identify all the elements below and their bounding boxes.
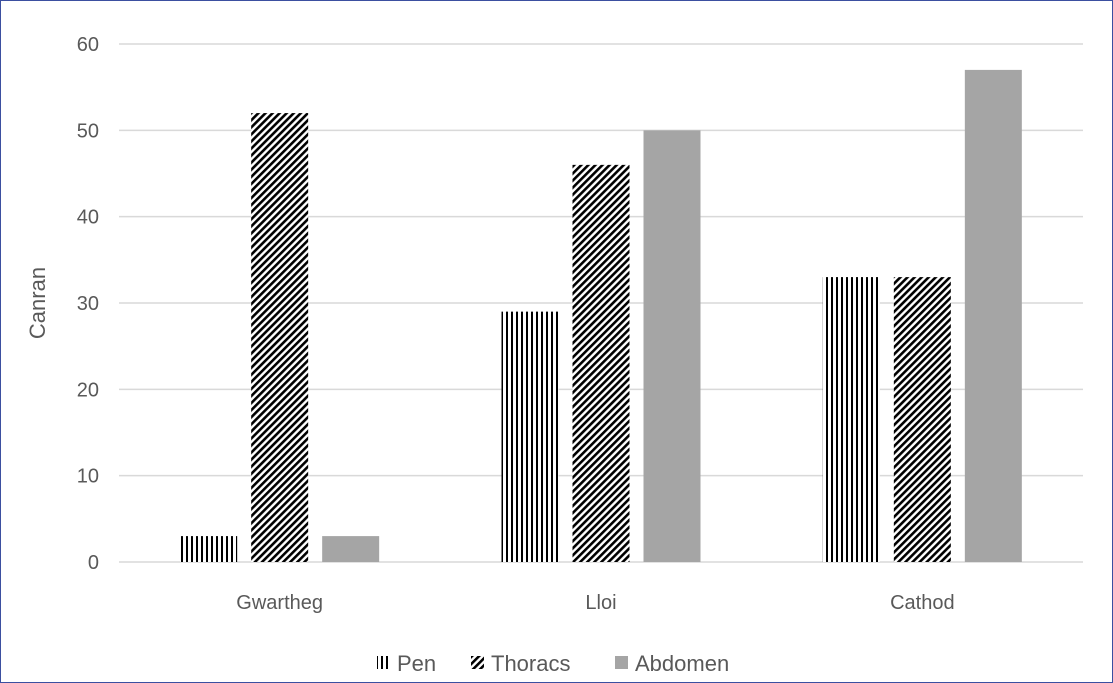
bar-abdomen-gwartheg — [322, 536, 380, 562]
legend-swatch-abdomen — [615, 656, 628, 669]
y-tick-label: 20 — [77, 379, 99, 401]
bar-abdomen-lloi — [643, 130, 701, 563]
bar-thoracs-gwartheg — [251, 113, 309, 563]
tick-labels: 0 10 20 30 40 50 60 Gwartheg Lloi Cathod — [77, 34, 955, 614]
y-tick-label: 0 — [88, 552, 99, 574]
x-tick-label: Cathod — [890, 592, 955, 614]
x-tick-label: Lloi — [585, 592, 616, 614]
y-tick-label: 60 — [77, 34, 99, 56]
legend-label-pen: Pen — [397, 651, 436, 676]
bar-abdomen-cathod — [964, 69, 1022, 563]
y-axis-title: Canran — [25, 267, 50, 339]
legend: Pen Thoracs Abdomen — [377, 651, 729, 676]
legend-swatch-thoracs — [471, 656, 484, 669]
y-tick-label: 30 — [77, 293, 99, 315]
bars — [180, 69, 1022, 563]
legend-label-abdomen: Abdomen — [635, 651, 729, 676]
bar-pen-lloi — [501, 311, 559, 562]
y-tick-label: 40 — [77, 207, 99, 229]
legend-label-thoracs: Thoracs — [491, 651, 570, 676]
bar-pen-cathod — [822, 277, 880, 562]
legend-swatch-pen — [377, 656, 390, 669]
x-tick-label: Gwartheg — [236, 592, 323, 614]
bar-pen-gwartheg — [180, 536, 238, 562]
y-tick-label: 10 — [77, 466, 99, 488]
bar-thoracs-cathod — [893, 277, 951, 562]
y-tick-label: 50 — [77, 120, 99, 142]
bar-thoracs-lloi — [572, 164, 630, 562]
